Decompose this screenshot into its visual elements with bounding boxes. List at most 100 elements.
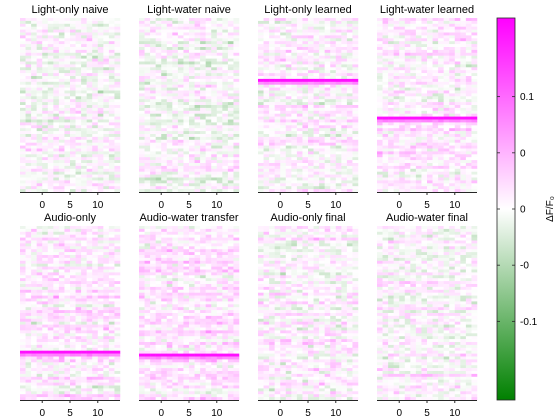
heatmap-cell (139, 136, 145, 141)
heatmap-cell (75, 228, 82, 233)
heatmap-cell (114, 234, 121, 238)
heatmap-cell (64, 165, 71, 170)
heatmap-cell (404, 180, 411, 184)
heatmap-cell (177, 105, 184, 109)
heatmap-cell (460, 148, 467, 152)
heatmap-cell (20, 131, 26, 135)
heatmap-cell (285, 67, 292, 71)
heatmap-cell (454, 107, 461, 112)
heatmap-cell (20, 41, 26, 45)
heatmap-cell (335, 67, 342, 71)
heatmap-cell (449, 93, 456, 97)
heatmap-cell (382, 154, 389, 158)
heatmap-cell (285, 58, 292, 62)
heatmap-cell (280, 70, 287, 74)
heatmap-cell (161, 102, 168, 106)
heatmap-cell (233, 113, 240, 117)
heatmap-cell (432, 87, 439, 91)
heatmap-cell (415, 139, 422, 143)
heatmap-cell (53, 301, 60, 305)
heatmap-cell (421, 177, 428, 181)
heatmap-cell (454, 70, 461, 74)
heatmap-cell (108, 18, 115, 22)
heatmap-cell (421, 134, 428, 138)
heatmap-cell (20, 298, 26, 302)
heatmap-cell (330, 73, 337, 77)
heatmap-cell (274, 81, 281, 85)
heatmap-cell (97, 231, 104, 235)
heatmap-cell (324, 107, 331, 112)
heatmap-cell (319, 29, 325, 33)
heatmap-cell (97, 26, 104, 30)
heatmap-cell (269, 70, 275, 74)
heatmap-cell (114, 318, 121, 322)
heatmap-cell (382, 102, 389, 106)
heatmap-cell (438, 177, 444, 181)
heatmap-cell (53, 81, 60, 85)
heatmap-cell (382, 171, 389, 175)
heatmap-cell (177, 157, 184, 161)
heatmap-cell (233, 177, 240, 181)
heatmap-cell (172, 142, 179, 146)
heatmap-cell (144, 23, 151, 27)
heatmap-cell (205, 165, 212, 170)
heatmap-cell (36, 116, 43, 120)
heatmap-cell (75, 122, 82, 126)
heatmap-cell (189, 93, 195, 97)
heatmap-cell (108, 157, 115, 161)
heatmap-cell (291, 93, 298, 97)
heatmap-cell (97, 105, 104, 109)
heatmap-cell (86, 84, 93, 88)
heatmap-cell (92, 243, 99, 247)
heatmap-cell (377, 29, 383, 33)
heatmap-cell (92, 73, 99, 77)
heatmap-cell (108, 105, 115, 109)
heatmap-cell (36, 64, 43, 68)
heatmap-cell (42, 171, 49, 175)
heatmap-cell (36, 128, 43, 132)
heatmap-cell (58, 174, 65, 178)
heatmap-cell (313, 171, 320, 175)
heatmap-cell (42, 318, 49, 322)
heatmap-cell (161, 18, 168, 22)
heatmap-cell (161, 107, 168, 112)
heatmap-cell (319, 52, 325, 56)
heatmap-cell (47, 23, 54, 27)
heatmap-cell (81, 307, 87, 311)
heatmap-cell (388, 186, 394, 190)
heatmap-cell (183, 174, 190, 178)
heatmap-cell (200, 174, 206, 178)
heatmap-cell (114, 257, 121, 262)
heatmap-cell (64, 35, 71, 39)
heatmap-cell (227, 105, 234, 109)
heatmap-cell (194, 52, 201, 56)
heatmap-cell (86, 145, 93, 149)
heatmap-cell (404, 163, 411, 167)
heatmap-cell (81, 257, 87, 262)
heatmap-cell (211, 99, 218, 103)
heatmap-cell (81, 249, 87, 253)
heatmap-cell (20, 281, 26, 285)
heatmap-cell (454, 87, 461, 91)
heatmap-cell (263, 64, 270, 68)
heatmap-cell (75, 58, 82, 62)
heatmap-cell (308, 134, 314, 138)
heatmap-cell (31, 160, 37, 164)
heatmap-cell (388, 84, 394, 88)
heatmap-cell (377, 93, 383, 97)
heatmap-cell (319, 157, 325, 161)
heatmap-cell (388, 177, 394, 181)
heatmap-cell (233, 32, 240, 36)
heatmap-cell (53, 324, 60, 328)
heatmap-cell (319, 180, 325, 184)
heatmap-cell (81, 154, 87, 158)
heatmap-cell (460, 177, 467, 181)
heatmap-cell (31, 315, 37, 320)
heatmap-cell (263, 125, 270, 129)
heatmap-cell (103, 35, 110, 39)
heatmap-cell (211, 154, 218, 158)
heatmap-cell (53, 44, 60, 48)
heatmap-cell (285, 136, 292, 141)
heatmap-cell (324, 49, 331, 54)
heatmap-cell (36, 284, 43, 288)
